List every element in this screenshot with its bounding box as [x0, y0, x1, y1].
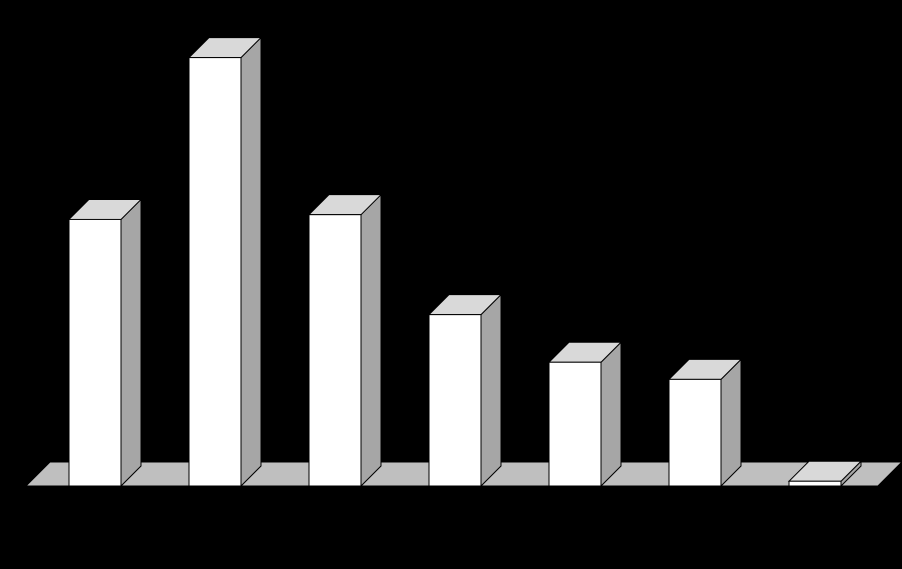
- bar-2-side: [241, 38, 261, 486]
- bar-1: [69, 199, 141, 486]
- bar-5-side: [601, 342, 621, 486]
- bar-5-front: [549, 362, 601, 486]
- bar-2-front: [189, 58, 241, 486]
- bar-3-side: [361, 195, 381, 486]
- bar-3-front: [309, 215, 361, 486]
- bar-6-side: [721, 359, 741, 486]
- bar-4: [429, 295, 501, 486]
- bar-3: [309, 195, 381, 486]
- bar-4-side: [481, 295, 501, 486]
- bar-1-side: [121, 199, 141, 486]
- chart-svg: [0, 0, 902, 569]
- bar-6-front: [669, 379, 721, 486]
- bar-7-front: [789, 481, 841, 486]
- bar-chart-3d: [0, 0, 902, 569]
- bar-5: [549, 342, 621, 486]
- bar-4-front: [429, 315, 481, 486]
- bar-2: [189, 38, 261, 486]
- floor-front: [26, 486, 878, 532]
- bar-6: [669, 359, 741, 486]
- bar-1-front: [69, 219, 121, 486]
